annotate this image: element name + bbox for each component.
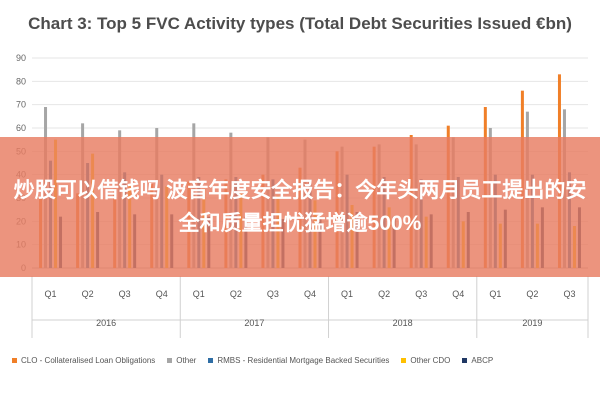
legend-item: Other CDO	[401, 356, 450, 365]
year-label: 2017	[244, 318, 264, 328]
legend-item: RMBS - Residential Mortgage Backed Secur…	[208, 356, 389, 365]
legend-item: Other	[167, 356, 196, 365]
legend-label: Other	[176, 356, 197, 365]
legend-swatch	[208, 358, 214, 363]
legend-swatch	[12, 358, 17, 363]
year-label: 2016	[96, 318, 116, 328]
legend-item: CLO - Collateralised Loan Obligations	[12, 356, 155, 365]
overlay-text: 炒股可以借钱吗 波音年度安全报告：今年头两月员工提出的安全和质量担忧猛增逾500…	[13, 179, 587, 235]
y-tick-label: 90	[16, 53, 26, 63]
x-tick-label: Q3	[267, 289, 279, 299]
x-tick-label: Q1	[193, 289, 205, 299]
y-tick-label: 70	[16, 100, 26, 110]
overlay-banner: 炒股可以借钱吗 波音年度安全报告：今年头两月员工提出的安全和质量担忧猛增逾500…	[0, 137, 600, 277]
x-tick-label: Q3	[563, 289, 575, 299]
x-tick-label: Q2	[82, 289, 94, 299]
chart-title: Chart 3: Top 5 FVC Activity types (Total…	[28, 14, 572, 33]
legend-swatch	[167, 358, 173, 363]
x-axis: Q1 Q2 Q3 Q4 Q1 Q2 Q3 Q4 Q1 Q2 Q3 Q4 Q1 Q2 Q3 2016 2017 20…	[31, 276, 589, 338]
year-label: 2018	[393, 318, 413, 328]
x-tick-label: Q3	[415, 289, 427, 299]
x-tick-label: Q1	[341, 289, 353, 299]
year-label: 2019	[522, 318, 542, 328]
x-tick-label: Q2	[230, 289, 242, 299]
legend-label: CLO - Collateralised Loan Obligations	[21, 356, 156, 365]
legend-item: ABCP	[462, 356, 493, 365]
legend-swatch	[462, 358, 468, 363]
legend-label: ABCP	[471, 356, 494, 365]
legend-label: RMBS - Residential Mortgage Backed Secur…	[217, 356, 390, 365]
x-tick-label: Q3	[119, 289, 131, 299]
x-tick-label: Q4	[304, 289, 316, 299]
x-tick-label: Q1	[489, 289, 501, 299]
y-tick-label: 80	[16, 76, 26, 86]
x-tick-label: Q4	[156, 289, 168, 299]
x-tick-label: Q4	[452, 289, 464, 299]
y-tick-label: 60	[16, 123, 26, 133]
legend-swatch	[401, 358, 407, 363]
x-tick-label: Q1	[45, 289, 57, 299]
legend: CLO - Collateralised Loan Obligations Oth…	[12, 356, 592, 365]
x-tick-label: Q2	[378, 289, 390, 299]
legend-label: Other CDO	[410, 356, 451, 365]
x-tick-label: Q2	[526, 289, 538, 299]
